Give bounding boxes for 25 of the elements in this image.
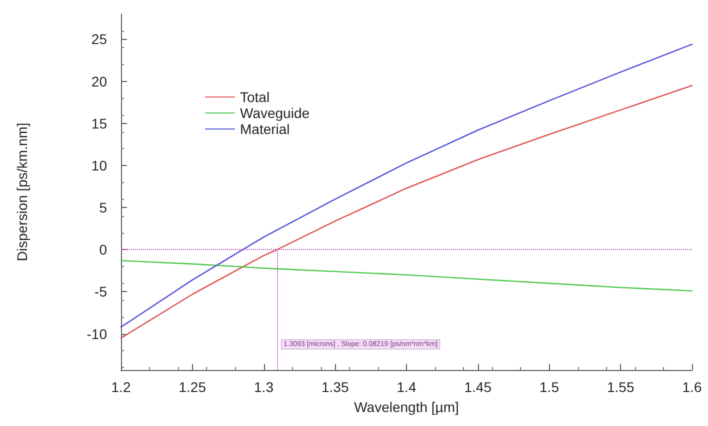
x-tick-label: 1.55	[607, 379, 634, 395]
legend-label: Material	[240, 121, 290, 137]
y-tick-label: -10	[86, 326, 108, 342]
x-axis-title: Wavelength [µm]	[354, 399, 459, 415]
line-series	[120, 260, 693, 292]
y-tick-label: -5	[94, 284, 108, 300]
x-tick-label: 1.5	[540, 379, 560, 395]
x-tick-label: 1.2	[111, 379, 131, 395]
y-tick-label: 5	[99, 200, 108, 216]
y-tick-label: 20	[91, 73, 108, 90]
y-tick-label: 10	[91, 157, 108, 174]
y-tick-label: 25	[91, 31, 108, 48]
x-tick-label: 1.45	[464, 379, 492, 395]
x-tick-label: 1.25	[178, 379, 206, 395]
legend-label: Waveguide	[240, 105, 310, 121]
y-tick-label: 15	[91, 115, 108, 132]
x-tick-label: 1.6	[682, 379, 702, 395]
x-tick-label: 1.3	[254, 379, 274, 395]
legend-label: Total	[240, 89, 270, 105]
line-series	[120, 44, 693, 328]
y-tick-label: 0	[99, 242, 108, 258]
x-tick-label: 1.4	[396, 379, 416, 395]
line-series	[120, 84, 693, 339]
y-axis-title: Dispersion [ps/km.nm]	[14, 122, 30, 262]
x-tick-label: 1.35	[322, 379, 349, 395]
